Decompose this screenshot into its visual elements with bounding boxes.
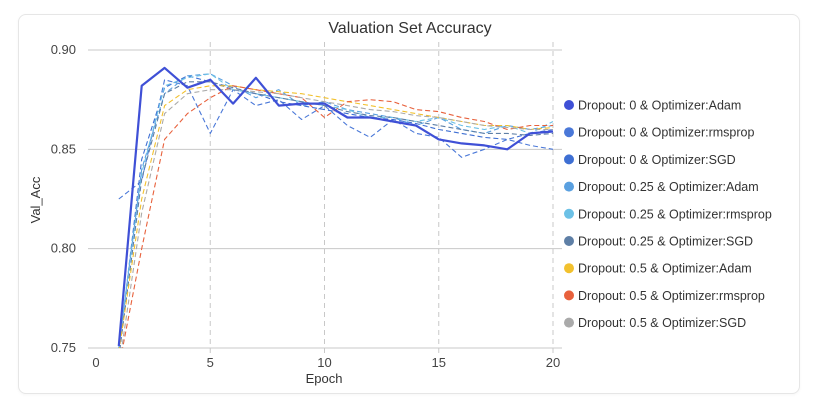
legend: Dropout: 0 & Optimizer:Adam Dropout: 0 & … (564, 99, 772, 330)
y-axis-label: Val_Acc (28, 176, 43, 223)
legend-label: Dropout: 0.5 & Optimizer:Adam (578, 262, 752, 276)
y-tick-label: 0.80 (51, 241, 76, 256)
legend-marker (564, 100, 574, 110)
chart-title: Valuation Set Accuracy (328, 20, 491, 37)
legend-marker (564, 181, 574, 192)
series-line-4 (118, 73, 554, 348)
legend-marker (564, 127, 574, 138)
series-line-5 (118, 73, 554, 345)
legend-label: Dropout: 0.5 & Optimizer:rmsprop (578, 289, 765, 303)
series-line-1 (117, 66, 554, 347)
legend-marker (564, 208, 574, 219)
x-tick-label: 20 (546, 355, 560, 370)
legend-marker (564, 236, 574, 246)
series-line-9 (121, 89, 553, 348)
legend-label: Dropout: 0.5 & Optimizer:SGD (578, 316, 746, 330)
tick-labels: 0.75 0.80 0.85 0.90 0 5 10 15 20 (51, 42, 561, 370)
series-line-3 (118, 75, 554, 348)
series-line-8 (122, 85, 553, 348)
legend-marker (564, 263, 574, 274)
legend-label: Dropout: 0.25 & Optimizer:SGD (578, 235, 753, 249)
x-tick-label: 5 (207, 355, 214, 370)
series-line-6 (119, 81, 554, 348)
series-line-2 (118, 79, 554, 200)
series-lines (117, 66, 554, 348)
y-tick-label: 0.75 (51, 340, 76, 355)
legend-marker (564, 290, 574, 301)
x-axis-label: Epoch (306, 371, 343, 386)
y-tick-label: 0.85 (51, 141, 76, 156)
grid-lines (88, 42, 562, 354)
series-line-7 (118, 85, 554, 348)
legend-label: Dropout: 0 & Optimizer:Adam (578, 99, 741, 113)
x-tick-label: 0 (92, 355, 99, 370)
legend-marker (564, 154, 574, 165)
legend-label: Dropout: 0 & Optimizer:rmsprop (578, 126, 754, 140)
legend-label: Dropout: 0.25 & Optimizer:Adam (578, 180, 759, 194)
legend-marker (564, 317, 574, 328)
legend-label: Dropout: 0.25 & Optimizer:rmsprop (578, 207, 772, 221)
x-tick-label: 10 (317, 355, 331, 370)
chart-card (18, 14, 800, 394)
legend-label: Dropout: 0 & Optimizer:SGD (578, 153, 736, 167)
y-tick-label: 0.90 (51, 42, 76, 57)
x-tick-label: 15 (432, 355, 446, 370)
